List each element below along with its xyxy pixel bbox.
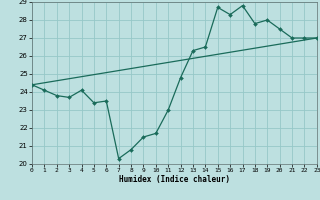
X-axis label: Humidex (Indice chaleur): Humidex (Indice chaleur): [119, 175, 230, 184]
